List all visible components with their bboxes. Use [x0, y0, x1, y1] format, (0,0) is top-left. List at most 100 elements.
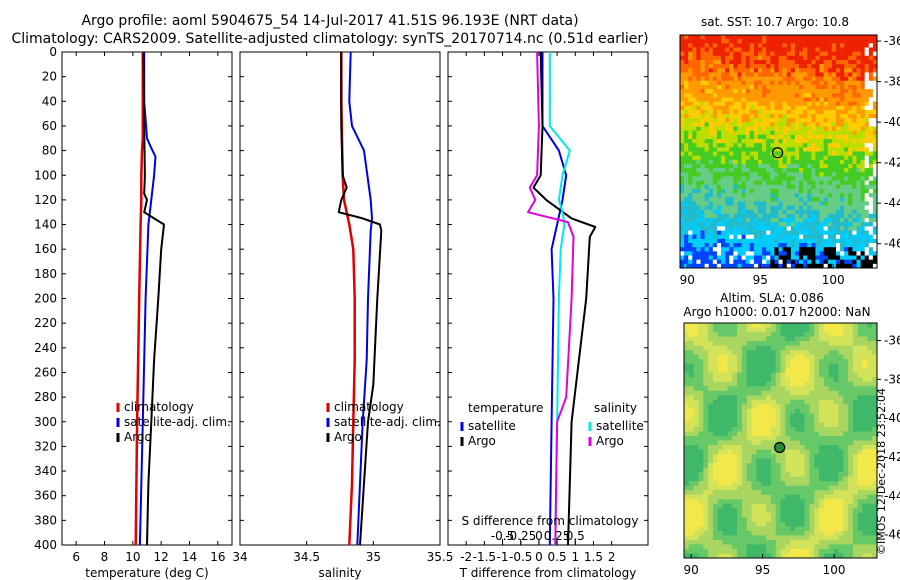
- sla-map-cell: [867, 508, 873, 514]
- sla-map-cell: [838, 472, 844, 477]
- sst-map-cell: [864, 68, 870, 73]
- sst-map-cell: [835, 238, 841, 244]
- sla-map-cell: [794, 336, 801, 342]
- sst-map-cell: [860, 234, 865, 240]
- sst-map-cell: [819, 76, 824, 82]
- sla-map-cell: [732, 512, 738, 518]
- sla-map-cell: [780, 499, 786, 505]
- sla-map-cell: [804, 381, 810, 387]
- sla-map-cell: [799, 467, 805, 473]
- sst-map-cell: [774, 168, 779, 173]
- sst-map-cell: [770, 105, 775, 111]
- sst-map-cell: [823, 163, 829, 169]
- sst-map-cell: [803, 151, 808, 156]
- sst-map-cell: [745, 209, 751, 215]
- sst-map-cell: [729, 151, 734, 156]
- sst-map-cell: [692, 43, 697, 48]
- sst-map-cell: [872, 143, 878, 148]
- sst-map-cell: [860, 55, 865, 61]
- sst-map-cell: [692, 139, 697, 144]
- sst-map-cell: [848, 114, 853, 119]
- sla-map-cell: [799, 526, 805, 532]
- sla-map-cell: [843, 381, 849, 387]
- sla-map-cell: [838, 508, 844, 514]
- sla-map-cell: [708, 476, 714, 482]
- sst-map-cell: [794, 238, 800, 244]
- sst-map-cell: [831, 139, 837, 144]
- sst-map-cell: [757, 209, 763, 215]
- sst-map-cell: [852, 176, 857, 181]
- sla-map-subtitle: Argo h1000: 0.017 h2000: NaN: [683, 305, 870, 319]
- sst-map-cell: [819, 80, 824, 86]
- sst-map-cell: [856, 209, 861, 215]
- sst-map-cell: [848, 163, 853, 169]
- sla-map-cell: [727, 512, 733, 518]
- sst-map-cell: [704, 226, 710, 231]
- sst-map-cell: [872, 226, 878, 231]
- sla-map-cell: [693, 440, 699, 446]
- sla-map-cell: [862, 445, 868, 450]
- sst-map-cell: [766, 39, 771, 44]
- sla-map-cell: [693, 377, 699, 383]
- sla-map-cell: [770, 449, 776, 455]
- sst-map-cell: [786, 205, 792, 211]
- sla-map-cell: [819, 454, 825, 459]
- sst-map-cell: [753, 176, 759, 181]
- sst-map-cell: [688, 263, 693, 269]
- sla-map-cell: [819, 499, 825, 505]
- sst-map-cell: [721, 126, 726, 131]
- sst-map-cell: [835, 122, 841, 127]
- sla-map-cell: [688, 512, 694, 518]
- sla-map-cell: [794, 417, 801, 423]
- sst-map-cell: [831, 184, 837, 190]
- sla-map-cell: [741, 472, 748, 477]
- sst-map-cell: [844, 55, 849, 61]
- sst-map-cell: [864, 43, 870, 48]
- sla-map-cell: [819, 485, 825, 491]
- sst-map-cell: [745, 180, 751, 186]
- sla-map-cell: [761, 449, 767, 455]
- sst-map-cell: [848, 218, 853, 223]
- sla-map-cell: [872, 440, 878, 446]
- sla-map-cell: [794, 372, 801, 378]
- sla-map-cell: [838, 368, 844, 374]
- sla-map-cell: [804, 327, 810, 333]
- sst-map-cell: [774, 109, 779, 115]
- sla-map-cell: [833, 472, 839, 477]
- sst-map-cell: [692, 243, 697, 248]
- sst-map-cell: [848, 122, 853, 127]
- sla-map-cell: [852, 422, 859, 428]
- sla-map-cell: [766, 539, 772, 545]
- sla-map-cell: [708, 372, 714, 378]
- sst-map-cell: [757, 251, 763, 256]
- sst-map-cell: [844, 159, 849, 165]
- sst-map-cell: [725, 247, 730, 252]
- sla-map-cell: [809, 417, 815, 423]
- sla-map-cell: [693, 395, 699, 401]
- sla-map-cell: [703, 422, 709, 428]
- sla-map-cell: [785, 413, 791, 419]
- sla-map-cell: [790, 327, 796, 333]
- sst-map-cell: [712, 180, 718, 186]
- sst-map-cell: [848, 64, 853, 69]
- sst-map-cell: [835, 55, 841, 61]
- sst-map-cell: [745, 213, 751, 219]
- sst-map-cell: [696, 130, 701, 136]
- sst-map-cell: [823, 247, 829, 252]
- sst-map-cell: [799, 163, 804, 169]
- sst-map-cell: [803, 109, 808, 115]
- sst-map-cell: [815, 205, 820, 211]
- sst-map-cell: [725, 109, 730, 115]
- sst-map-cell: [807, 68, 812, 73]
- sla-map-cell: [703, 526, 709, 532]
- sst-map-cell: [803, 114, 808, 119]
- sst-map-cell: [872, 197, 878, 202]
- sst-map-cell: [835, 163, 841, 169]
- sst-map-cell: [762, 130, 767, 136]
- sst-map-cell: [786, 101, 792, 107]
- sst-map-cell: [684, 238, 689, 244]
- sst-map-cell: [737, 234, 742, 240]
- sla-map-cell: [867, 503, 873, 509]
- sla-map-cell: [688, 354, 694, 360]
- sst-map-cell: [848, 134, 853, 140]
